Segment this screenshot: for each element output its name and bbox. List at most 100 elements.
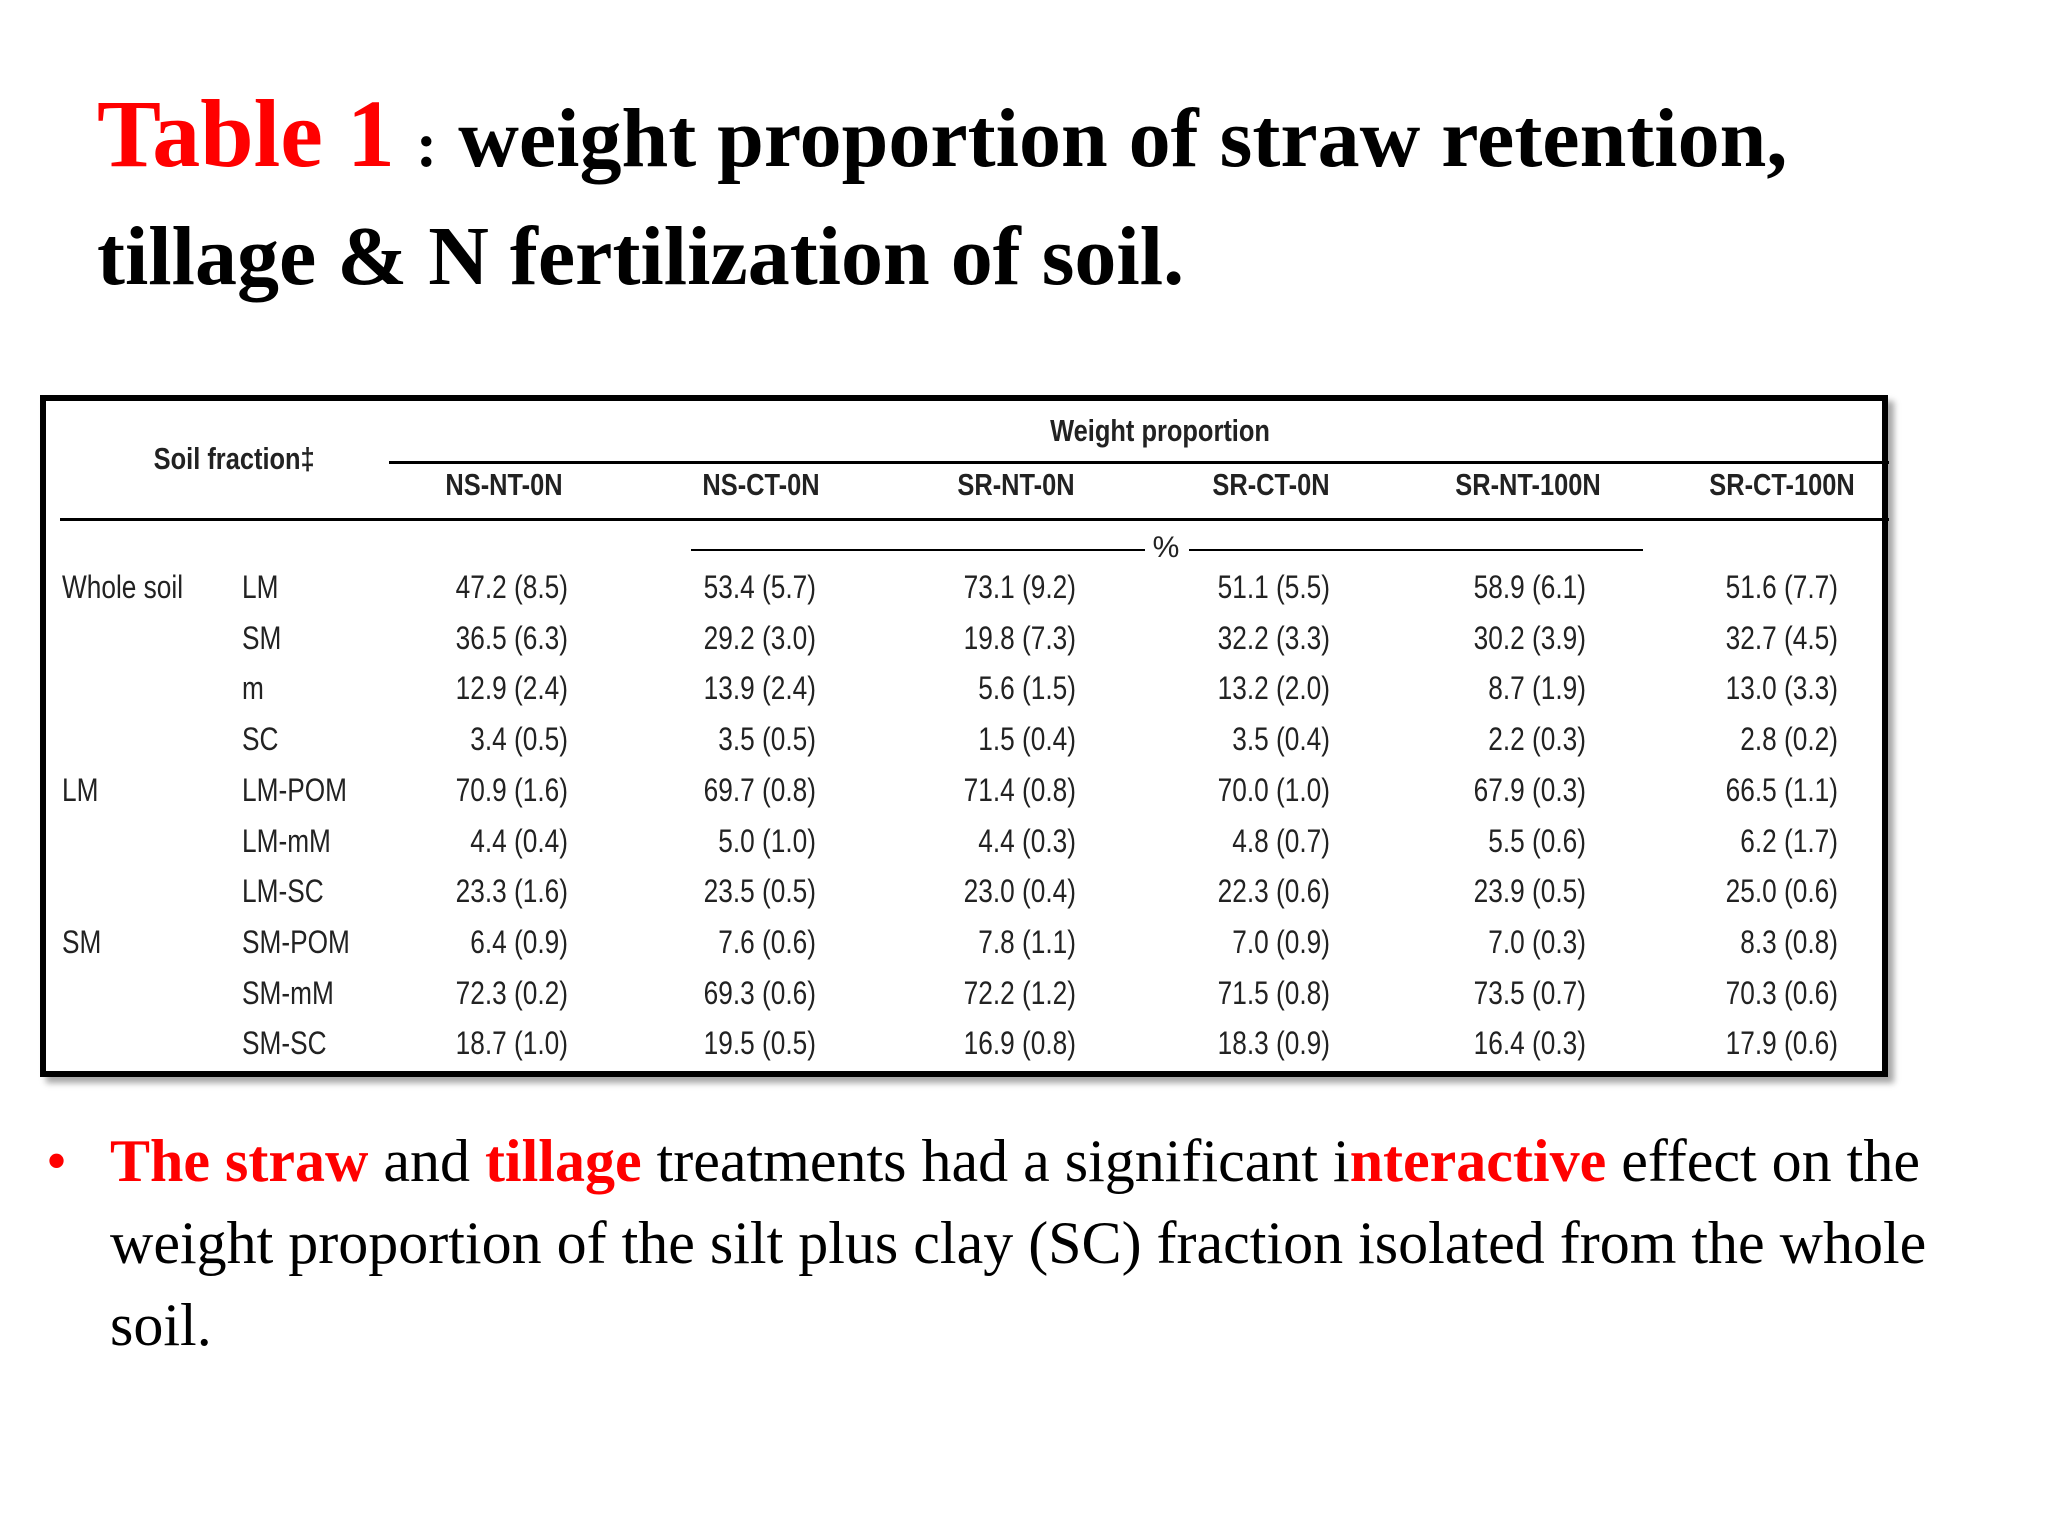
table-cell: 17.9 (0.6) [1725,1025,1838,1061]
title-text: weight proportion of straw retention, ti… [97,92,1788,303]
table-cell: 23.9 (0.5) [1473,873,1586,909]
highlighted-text: The straw [110,1128,369,1194]
row-group-label: LM [62,772,99,808]
row-fraction-label: SM-SC [242,1025,327,1061]
title-label: Table 1 [97,80,395,187]
table-cell: 7.8 (1.1) [978,924,1076,960]
soil-fraction-header: Soil fraction‡ [153,441,315,476]
table-cell: 2.2 (0.3) [1488,721,1586,757]
table-cell: 36.5 (6.3) [455,620,568,656]
table-cell: 5.6 (1.5) [978,670,1076,706]
table-cell: 23.3 (1.6) [455,873,568,909]
table-cell: 7.6 (0.6) [718,924,816,960]
row-fraction-label: LM [242,569,279,605]
row-fraction-label: SC [242,721,279,757]
column-header: NS-NT-0N [445,467,563,502]
slide-title: Table 1 : weight proportion of straw ret… [97,78,1977,313]
table-cell: 4.8 (0.7) [1232,823,1330,859]
column-header: SR-CT-0N [1212,467,1330,502]
table-cell: 67.9 (0.3) [1473,772,1586,808]
table-cell: 13.0 (3.3) [1725,670,1838,706]
unit-label: % [1152,531,1180,564]
table-cell: 18.7 (1.0) [455,1025,568,1061]
row-fraction-label: LM-SC [242,873,324,909]
table-cell: 2.8 (0.2) [1740,721,1838,757]
row-group-label: Whole soil [62,569,184,605]
table-cell: 6.4 (0.9) [470,924,568,960]
table-cell: 32.2 (3.3) [1217,620,1330,656]
bullet-dot-icon: • [46,1128,68,1194]
table-cell: 13.2 (2.0) [1217,670,1330,706]
column-header: SR-NT-0N [957,467,1075,502]
table-cell: 18.3 (0.9) [1217,1025,1330,1061]
bullet-text-segment: treatments had a significant i [641,1128,1350,1194]
table-cell: 8.3 (0.8) [1740,924,1838,960]
table-cell: 47.2 (8.5) [455,569,568,605]
table-cell: 73.1 (9.2) [963,569,1076,605]
table-cell: 16.4 (0.3) [1473,1025,1586,1061]
table-cell: 4.4 (0.3) [978,823,1076,859]
bullet-text: The straw and tillage treatments had a s… [110,1120,2006,1366]
table-cell: 19.8 (7.3) [963,620,1076,656]
row-fraction-label: m [242,670,264,706]
table-cell: 23.0 (0.4) [963,873,1076,909]
row-group-label: SM [62,924,102,960]
highlighted-text: tillage [484,1128,642,1194]
table-cell: 22.3 (0.6) [1217,873,1330,909]
table-cell: 29.2 (3.0) [703,620,816,656]
table-cell: 30.2 (3.9) [1473,620,1586,656]
table-cell: 66.5 (1.1) [1725,772,1838,808]
row-fraction-label: SM-mM [242,975,334,1011]
table-cell: 51.1 (5.5) [1217,569,1330,605]
table-cell: 73.5 (0.7) [1473,975,1586,1011]
table-cell: 3.4 (0.5) [470,721,568,757]
weight-proportion-table: Soil fraction‡ Weight proportion % NS-NT… [40,395,1889,1077]
table-cell: 3.5 (0.5) [718,721,816,757]
highlighted-text: nteractive [1349,1128,1607,1194]
table-cell: 70.3 (0.6) [1725,975,1838,1011]
row-fraction-label: LM-mM [242,823,331,859]
column-header: SR-NT-100N [1455,467,1601,502]
column-header: NS-CT-0N [702,467,820,502]
table-cell: 4.4 (0.4) [470,823,568,859]
bullet-text-segment: effect on the weight proportion of the s… [110,1128,1927,1358]
table-cell: 53.4 (5.7) [703,569,816,605]
header-bottom-rule [60,518,1889,521]
column-header: SR-CT-100N [1709,467,1855,502]
table-cell: 16.9 (0.8) [963,1025,1076,1061]
table-cell: 69.3 (0.6) [703,975,816,1011]
unit-rule-left [691,549,1145,551]
table-cell: 51.6 (7.7) [1725,569,1838,605]
group-header-rule [389,461,1889,464]
table-cell: 1.5 (0.4) [978,721,1076,757]
table-cell: 3.5 (0.4) [1232,721,1330,757]
table-cell: 70.9 (1.6) [455,772,568,808]
row-fraction-label: SM [242,620,282,656]
table-cell: 71.5 (0.8) [1217,975,1330,1011]
title-separator: : [415,109,438,180]
table-cell: 58.9 (6.1) [1473,569,1586,605]
weight-proportion-header: Weight proportion [1050,413,1270,448]
bullet-text-segment: and [368,1128,485,1194]
bullet-point: • The straw and tillage treatments had a… [46,1120,2006,1366]
table-cell: 72.3 (0.2) [455,975,568,1011]
table-cell: 19.5 (0.5) [703,1025,816,1061]
table-cell: 71.4 (0.8) [963,772,1076,808]
table-cell: 5.0 (1.0) [718,823,816,859]
table-cell: 7.0 (0.9) [1232,924,1330,960]
table-cell: 69.7 (0.8) [703,772,816,808]
table-cell: 25.0 (0.6) [1725,873,1838,909]
table-cell: 7.0 (0.3) [1488,924,1586,960]
table-cell: 6.2 (1.7) [1740,823,1838,859]
table-cell: 12.9 (2.4) [455,670,568,706]
table-cell: 8.7 (1.9) [1488,670,1586,706]
row-fraction-label: LM-POM [242,772,347,808]
table-cell: 23.5 (0.5) [703,873,816,909]
unit-rule-right [1189,549,1643,551]
row-fraction-label: SM-POM [242,924,350,960]
table-cell: 13.9 (2.4) [703,670,816,706]
table-cell: 32.7 (4.5) [1725,620,1838,656]
table-cell: 5.5 (0.6) [1488,823,1586,859]
table-cell: 72.2 (1.2) [963,975,1076,1011]
table-cell: 70.0 (1.0) [1217,772,1330,808]
